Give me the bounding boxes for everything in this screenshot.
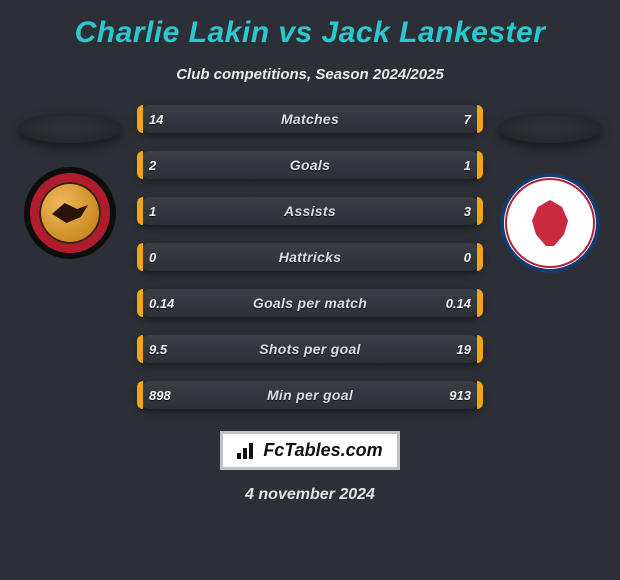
stat-bar: 1 Assists 3 (137, 197, 483, 225)
page-title: Charlie Lakin vs Jack Lankester (75, 16, 546, 50)
right-column (491, 105, 609, 273)
stat-bar: 0 Hattricks 0 (137, 243, 483, 271)
stat-bar: 14 Matches 7 (137, 105, 483, 133)
stat-value-right: 19 (457, 342, 471, 357)
stat-label: Shots per goal (259, 341, 360, 357)
stat-value-right: 1 (464, 158, 471, 173)
stat-label: Goals (290, 157, 330, 173)
stat-value-left: 1 (149, 204, 156, 219)
bar-cap-right (477, 243, 483, 271)
bar-cap-left (137, 335, 143, 363)
bar-cap-right (477, 151, 483, 179)
date-text: 4 november 2024 (245, 486, 375, 504)
stat-label: Min per goal (267, 387, 353, 403)
stats-bars: 14 Matches 7 2 Goals 1 1 Assists 3 0 Hattricks 0 0.1… (137, 105, 483, 409)
main-area: 14 Matches 7 2 Goals 1 1 Assists 3 0 Hattricks 0 0.1… (0, 105, 620, 409)
stat-label: Matches (281, 111, 339, 127)
walsall-swift-icon (52, 203, 88, 223)
stat-label: Assists (284, 203, 336, 219)
stat-value-left: 9.5 (149, 342, 167, 357)
stat-bar: 0.14 Goals per match 0.14 (137, 289, 483, 317)
stat-label: Hattricks (279, 249, 342, 265)
left-column (11, 105, 129, 259)
stat-bar: 2 Goals 1 (137, 151, 483, 179)
bar-cap-right (477, 381, 483, 409)
brand-bars-icon (237, 443, 257, 459)
comparison-card: Charlie Lakin vs Jack Lankester Club com… (0, 0, 620, 580)
brand-text: FcTables.com (263, 440, 382, 461)
bar-cap-right (477, 289, 483, 317)
crewe-lion-icon (530, 200, 570, 246)
stat-value-right: 3 (464, 204, 471, 219)
stat-value-left: 0 (149, 250, 156, 265)
subtitle: Club competitions, Season 2024/2025 (176, 66, 444, 83)
stat-value-right: 913 (449, 388, 471, 403)
player-silhouette-right (498, 113, 602, 143)
bar-cap-right (477, 335, 483, 363)
team-crest-left (24, 167, 116, 259)
bar-cap-left (137, 197, 143, 225)
stat-value-left: 898 (149, 388, 171, 403)
brand-box: FcTables.com (220, 431, 399, 470)
stat-value-right: 0 (464, 250, 471, 265)
bar-cap-left (137, 151, 143, 179)
stat-bar: 898 Min per goal 913 (137, 381, 483, 409)
stat-bar: 9.5 Shots per goal 19 (137, 335, 483, 363)
stat-value-right: 0.14 (446, 296, 471, 311)
stat-value-left: 14 (149, 112, 163, 127)
bar-cap-left (137, 289, 143, 317)
stat-value-right: 7 (464, 112, 471, 127)
bar-cap-right (477, 197, 483, 225)
team-crest-right (500, 173, 600, 273)
player-silhouette-left (18, 113, 122, 143)
stat-label: Goals per match (253, 295, 367, 311)
crest-inner-left (39, 182, 101, 244)
bar-cap-left (137, 381, 143, 409)
stat-value-left: 0.14 (149, 296, 174, 311)
bar-cap-right (477, 105, 483, 133)
stat-value-left: 2 (149, 158, 156, 173)
bar-cap-left (137, 243, 143, 271)
bar-cap-left (137, 105, 143, 133)
